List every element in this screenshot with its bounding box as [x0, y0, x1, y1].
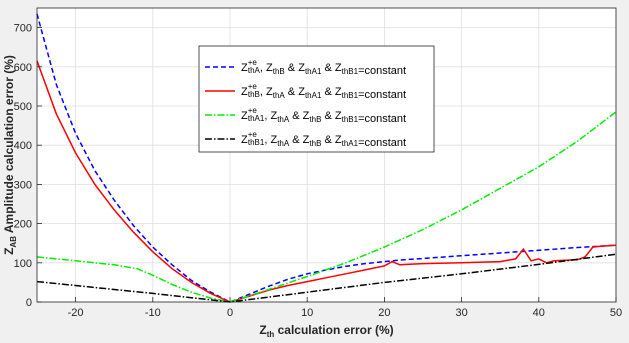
- y-tick-label: 0: [26, 297, 32, 309]
- legend-entry-3: Z+e thA1, ZthA & ZthB & ZthB1=constant: [241, 106, 406, 125]
- y-axis-label: ZAB Amplitude calculation error (%): [2, 55, 18, 255]
- legend-entry-2: Z+e thB, ZthA & ZthA1 & ZthB1=constant: [241, 82, 406, 101]
- x-tick-label: -10: [145, 307, 161, 319]
- x-tick-label: 40: [533, 307, 545, 319]
- series-line-2: [36, 60, 617, 303]
- y-axis-label-main: Z: [2, 248, 16, 255]
- x-tick-label: 0: [227, 307, 233, 319]
- series-line-1: [36, 13, 617, 303]
- x-axis-label-main: Z: [259, 323, 266, 337]
- plot-frame: [36, 7, 617, 303]
- legend-box: [198, 45, 435, 153]
- y-tick-label: 200: [14, 219, 32, 231]
- x-tick-label: -20: [68, 307, 84, 319]
- x-tick-label: 50: [610, 307, 622, 319]
- x-axis-label-sub: th: [267, 330, 275, 338]
- x-tick-label: 20: [378, 307, 390, 319]
- y-axis-label-sub: AB: [9, 236, 18, 248]
- legend-entry-1: Z+e thA, ZthB & ZthA1 & ZthB1=constant: [241, 58, 406, 77]
- x-axis-label: Zth calculation error (%): [259, 323, 393, 338]
- y-tick-label: 300: [14, 179, 32, 191]
- legend-entry-4: Z+e thB1, ZthA & ZthB & ZthA1=constant: [241, 130, 406, 149]
- y-axis-label-rest: Amplitude calculation error (%): [2, 55, 16, 236]
- y-tick-label: 700: [14, 23, 32, 35]
- x-axis-label-rest: calculation error (%): [274, 323, 393, 337]
- series-line-3: [36, 111, 617, 303]
- y-tick-label: 100: [14, 258, 32, 270]
- x-tick-label: 30: [455, 307, 467, 319]
- y-tick-label: 400: [14, 140, 32, 152]
- series-layer: [36, 13, 617, 303]
- y-tick-label: 500: [14, 101, 32, 113]
- x-tick-label: 10: [301, 307, 313, 319]
- y-tick-label: 600: [14, 62, 32, 74]
- legend: Z+e thA, ZthB & ZthA1 & ZthB1=constant Z+e…: [198, 45, 435, 153]
